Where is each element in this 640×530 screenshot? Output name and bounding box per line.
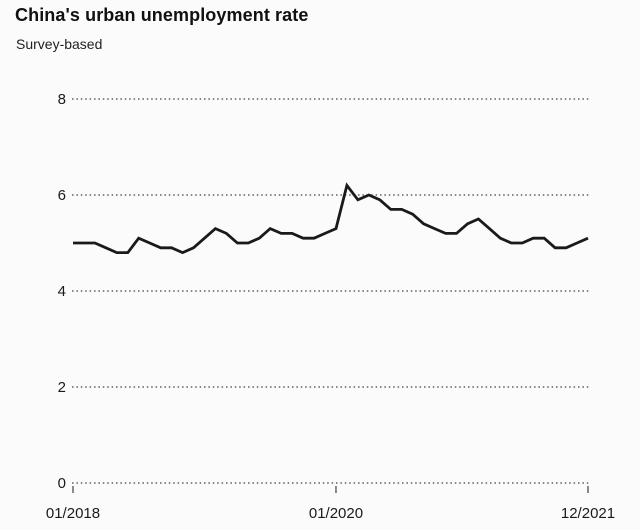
- x-axis-tick-label: 01/2020: [309, 505, 363, 522]
- chart-title: China's urban unemployment rate: [15, 5, 309, 25]
- y-axis-tick-label: 8: [58, 91, 66, 108]
- y-axis-tick-label: 4: [58, 283, 66, 300]
- y-axis-tick-label: 2: [58, 379, 66, 396]
- x-axis-tick-label: 01/2018: [46, 505, 100, 522]
- y-axis-tick-label: 6: [58, 187, 66, 204]
- y-axis-tick-label: 0: [58, 475, 66, 492]
- chart-subtitle: Survey-based: [16, 36, 103, 52]
- x-axis-tick-label: 12/2021: [561, 505, 615, 522]
- unemployment-rate-line: [73, 182, 589, 255]
